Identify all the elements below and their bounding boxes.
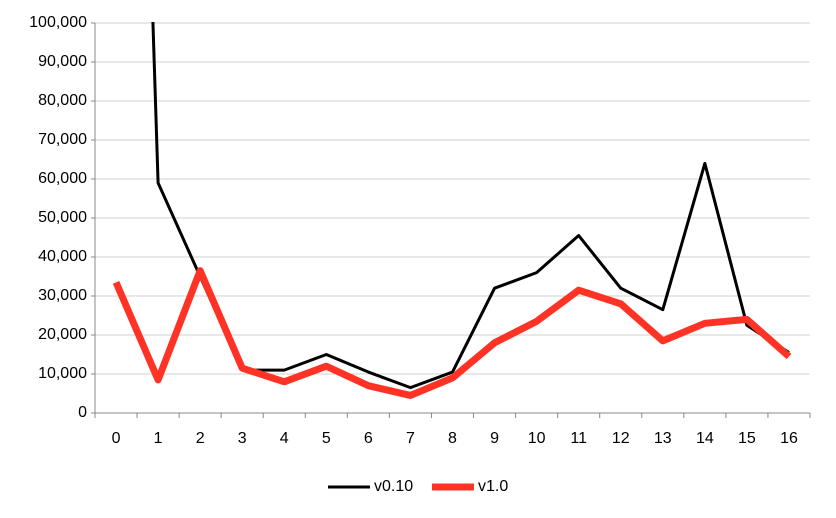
x-tick-label: 10 — [528, 430, 546, 447]
y-tick-label: 20,000 — [38, 326, 87, 343]
y-tick-label: 40,000 — [38, 248, 87, 265]
x-tick-label: 9 — [490, 430, 499, 447]
y-tick-label: 100,000 — [29, 14, 87, 31]
x-tick-label: 14 — [696, 430, 714, 447]
y-tick-label: 50,000 — [38, 209, 87, 226]
x-tick-label: 12 — [612, 430, 630, 447]
x-tick-label: 5 — [322, 430, 331, 447]
line-series — [112, 267, 792, 399]
x-tick-label: 13 — [654, 430, 672, 447]
x-tick-label: 16 — [780, 430, 798, 447]
x-tick-label: 8 — [448, 430, 457, 447]
x-tick-label: 11 — [570, 430, 587, 447]
y-tick-label: 90,000 — [38, 53, 87, 70]
x-tick-label: 2 — [196, 430, 205, 447]
y-tick-label: 30,000 — [38, 287, 87, 304]
x-tick-label: 15 — [738, 430, 756, 447]
y-tick-label: 80,000 — [38, 92, 87, 109]
x-tick-label: 4 — [280, 430, 289, 447]
x-tick-label: 0 — [112, 430, 121, 447]
y-tick-label: 0 — [78, 404, 87, 421]
x-tick-label: 3 — [238, 430, 247, 447]
x-tick-label: 7 — [406, 430, 415, 447]
legend-label: v0.10 — [374, 478, 413, 495]
legend-label: v1.0 — [478, 478, 508, 495]
x-tick-label: 6 — [364, 430, 373, 447]
y-tick-label: 60,000 — [38, 170, 87, 187]
y-tick-label: 10,000 — [38, 365, 87, 382]
x-tick-label: 1 — [154, 430, 163, 447]
y-tick-label: 70,000 — [38, 131, 87, 148]
plot-area — [112, 22, 792, 399]
